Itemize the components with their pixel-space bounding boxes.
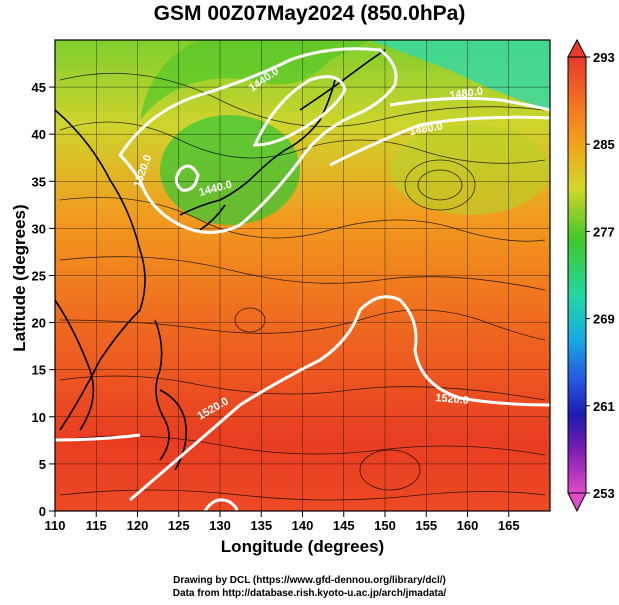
y-tick-label: 20 — [32, 316, 46, 331]
x-tick-label: 165 — [498, 518, 520, 533]
colorbar-tick-label: 293 — [593, 50, 615, 65]
height-contours — [55, 47, 550, 511]
x-tick-label: 125 — [168, 518, 190, 533]
colorbar-bottom-arrow — [567, 492, 587, 513]
y-tick-label: 45 — [32, 80, 46, 95]
map-title: GSM 00Z07May2024 (850.0hPa) — [153, 2, 466, 25]
contour-label: 1520.0 — [435, 392, 470, 407]
y-tick-label: 35 — [32, 174, 46, 189]
y-tick-label: 15 — [32, 363, 46, 378]
colorbar-top-arrow — [567, 38, 587, 58]
cool-region-east — [390, 125, 550, 215]
y-tick-label: 0 — [39, 504, 46, 519]
x-tick-label: 135 — [250, 518, 272, 533]
y-tick-label: 30 — [32, 221, 46, 236]
x-tick-label: 110 — [45, 518, 66, 533]
colorbar-tick-label: 277 — [593, 224, 615, 239]
x-tick-label: 150 — [374, 518, 396, 533]
contour-label-group: 1440.0 1440.0 1480.0 1480.0 1520.0 1520.… — [132, 65, 484, 422]
cold-region-northwest — [140, 40, 370, 120]
y-tick-label: 10 — [32, 410, 46, 425]
colorbar: 293 285 277 269 261 253 — [567, 38, 615, 513]
credit-data-source: Data from http://database.rish.kyoto-u.a… — [172, 588, 447, 599]
x-tick-label: 120 — [127, 518, 149, 533]
colorbar-scale — [567, 56, 587, 494]
contour-label: 1480.0 — [408, 120, 443, 138]
x-tick-label: 160 — [457, 518, 479, 533]
contour-label: 1480.0 — [449, 85, 484, 102]
x-axis-label: Longitude (degrees) — [220, 537, 385, 556]
y-tick-label: 25 — [32, 269, 46, 284]
y-tick-label: 40 — [32, 127, 46, 142]
cold-region-northeast — [370, 40, 550, 110]
x-tick-label: 115 — [86, 518, 107, 533]
x-tick-label: 145 — [333, 518, 355, 533]
x-tick-label: 155 — [415, 518, 437, 533]
colorbar-tick-label: 269 — [593, 312, 615, 327]
map-plot-area: 1440.0 1440.0 1480.0 1480.0 1520.0 1520.… — [55, 40, 550, 511]
x-tick-label: 130 — [209, 518, 231, 533]
credit-drawing: Drawing by DCL (https://www.gfd-dennou.o… — [173, 575, 446, 586]
colorbar-tick-label: 253 — [593, 486, 615, 501]
x-axis: 110 115 120 125 130 135 140 145 150 155 160 165 — [45, 511, 520, 533]
colorbar-tick-label: 261 — [593, 399, 615, 414]
y-tick-label: 5 — [39, 457, 46, 472]
colorbar-tick-label: 285 — [593, 137, 615, 152]
y-axis-label: Latitude (degrees) — [10, 204, 29, 352]
cold-region-japan — [160, 115, 300, 225]
y-axis: 0 5 10 15 20 25 30 35 40 45 — [32, 80, 55, 519]
x-tick-label: 140 — [292, 518, 314, 533]
